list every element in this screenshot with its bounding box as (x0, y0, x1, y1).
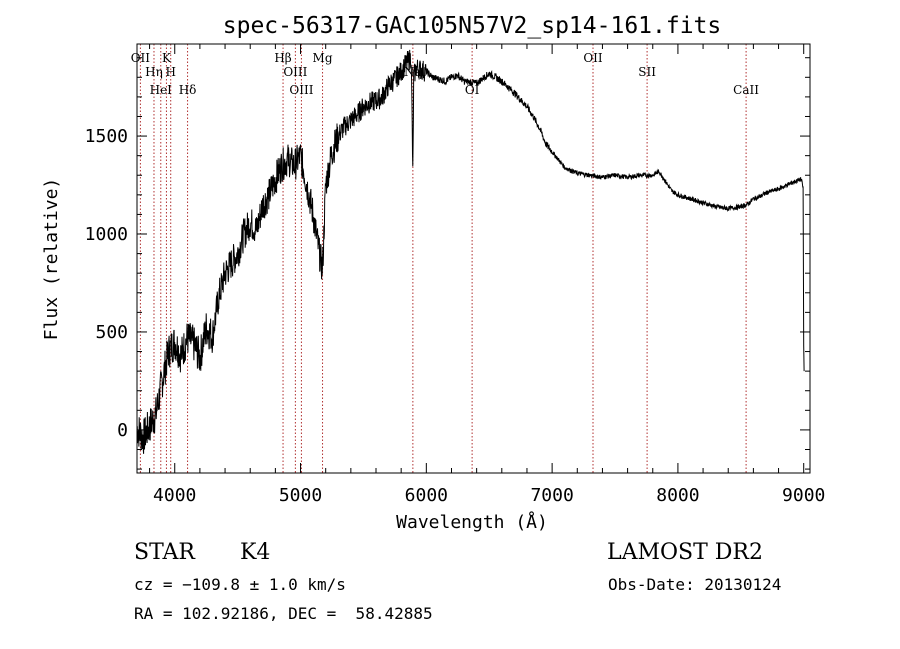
line-label-1: Hη (145, 65, 163, 79)
line-label-14: CaII (733, 83, 759, 97)
object-subclass: K4 (240, 540, 271, 565)
y-tick-label-2: 1000 (85, 224, 128, 245)
spectrum-series (136, 49, 805, 454)
line-label-7: OIII (283, 65, 307, 79)
x-tick-label-3: 7000 (530, 485, 573, 506)
object-class: STAR (134, 540, 195, 565)
chart-title: spec-56317-GAC105N57V2_sp14-161.fits (223, 13, 722, 39)
plot-frame (136, 43, 811, 474)
line-label-13: SII (638, 65, 656, 79)
line-label-3: K (162, 51, 172, 65)
redshift-readout: cz = −109.8 ± 1.0 km/s (134, 575, 346, 594)
x-tick-label-1: 5000 (279, 485, 322, 506)
line-label-2: HeI (150, 83, 173, 97)
observation-date: Obs-Date: 20130124 (608, 575, 782, 594)
coordinates-readout: RA = 102.92186, DEC = 58.42885 (134, 604, 433, 623)
spectrum-line (136, 49, 805, 454)
survey-name: LAMOST DR2 (607, 540, 763, 565)
x-tick-label-4: 8000 (656, 485, 699, 506)
x-axis-label: Wavelength (Å) (396, 511, 548, 533)
line-label-9: Mg (313, 51, 333, 65)
line-label-12: OII (583, 51, 603, 65)
x-tick-label-0: 4000 (153, 485, 196, 506)
y-tick-label-0: 0 (117, 420, 128, 441)
x-tick-label-2: 6000 (405, 485, 448, 506)
y-tick-label-3: 1500 (85, 126, 128, 147)
line-label-4: H (165, 65, 175, 79)
line-label-11: OI (465, 83, 480, 97)
y-tick-label-1: 500 (95, 322, 128, 343)
y-axis-label: Flux (relative) (41, 178, 62, 341)
line-label-8: OIII (289, 83, 313, 97)
x-tick-label-5: 9000 (782, 485, 825, 506)
line-label-6: Hβ (274, 51, 291, 65)
line-label-5: Hδ (179, 83, 197, 97)
axis-ticks: 4000 5000 6000 7000 8000 9000 0 500 1000 1500 (85, 44, 825, 506)
